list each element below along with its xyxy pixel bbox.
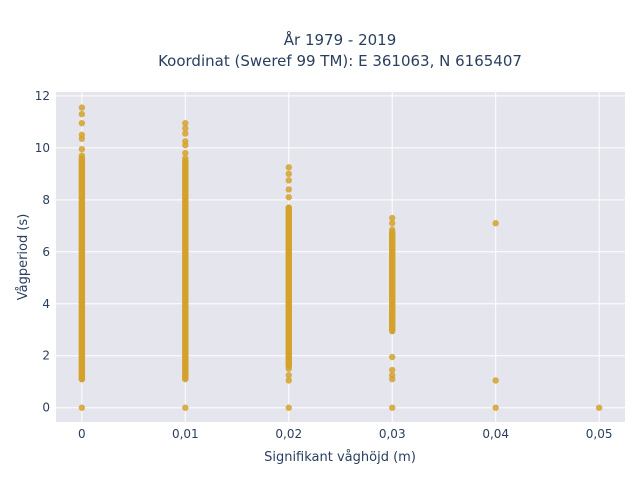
- data-point-0-6: [78, 152, 86, 159]
- data-point-0-8: [78, 404, 86, 411]
- data-point-0-22: [285, 186, 292, 193]
- data-point-0-20: [285, 170, 292, 178]
- data-point-0-10: [182, 119, 189, 127]
- data-point-0-7: [78, 375, 86, 383]
- dense-point-band-0-0: [78, 155, 86, 383]
- x-tick-label-2: 0,02: [275, 427, 302, 441]
- data-point-0-19: [285, 164, 292, 171]
- data-point-0-14: [182, 142, 189, 149]
- grid: [56, 92, 625, 422]
- dense-point-band-0-1: [182, 157, 189, 382]
- x-tick-label-5: 0,05: [586, 427, 613, 441]
- data-point-0-27: [285, 404, 292, 411]
- y-axis-title: Vågperiod (s): [16, 214, 31, 301]
- y-axis-ticks: 0 2 4 6 8 10 12: [35, 89, 50, 415]
- data-point-0-15: [182, 149, 189, 157]
- y-tick-label-6: 12: [35, 89, 50, 103]
- data-point-0-36: [492, 220, 499, 227]
- data-point-0-32: [389, 366, 396, 374]
- dense-point-band-0-2: [285, 204, 292, 370]
- y-tick-label-4: 8: [42, 193, 50, 207]
- data-point-0-16: [182, 155, 189, 162]
- x-tick-label-0: 0: [78, 427, 86, 441]
- data-point-0-25: [285, 372, 292, 379]
- data-point-0-17: [182, 375, 189, 383]
- data-point-0-2: [78, 119, 86, 127]
- data-point-0-23: [285, 194, 292, 201]
- data-point-0-21: [285, 177, 292, 184]
- data-point-0-28: [389, 214, 396, 222]
- data-point-0-30: [389, 226, 396, 233]
- chart-title-line-1: År 1979 - 2019: [284, 30, 397, 49]
- data-point-0-4: [78, 135, 86, 142]
- x-axis-title: Signifikant våghöjd (m): [264, 450, 416, 465]
- y-tick-label-0: 0: [42, 401, 50, 415]
- data-point-0-31: [389, 353, 396, 361]
- plot-area: [56, 92, 625, 422]
- data-point-0-11: [182, 125, 189, 132]
- data-point-0-5: [78, 145, 86, 153]
- y-tick-label-2: 4: [42, 297, 50, 311]
- data-point-0-38: [492, 404, 499, 411]
- x-tick-label-3: 0,03: [379, 427, 406, 441]
- data-point-0-37: [492, 377, 499, 384]
- data-point-0-1: [78, 110, 86, 118]
- x-axis-ticks: 0 0,01 0,02 0,03 0,04 0,05: [78, 427, 612, 441]
- x-tick-label-4: 0,04: [482, 427, 509, 441]
- data-point-0-34: [389, 375, 396, 383]
- data-point-0-26: [285, 377, 292, 384]
- data-point-0-12: [182, 130, 189, 137]
- dense-point-band-0-3: [389, 229, 396, 335]
- chart-title-line-2: Koordinat (Sweref 99 TM): E 361063, N 61…: [158, 52, 522, 70]
- data-point-0-9: [78, 246, 86, 253]
- data-point-0-39: [595, 404, 603, 411]
- data-point-0-18: [182, 404, 189, 411]
- y-tick-label-5: 10: [35, 141, 50, 155]
- y-tick-label-1: 2: [42, 349, 50, 363]
- data-points: [78, 104, 603, 411]
- data-point-0-24: [285, 365, 292, 372]
- data-point-0-29: [389, 220, 396, 227]
- data-point-0-0: [78, 104, 86, 111]
- x-tick-label-1: 0,01: [172, 427, 199, 441]
- y-tick-label-3: 6: [42, 245, 50, 259]
- data-point-0-35: [389, 404, 396, 411]
